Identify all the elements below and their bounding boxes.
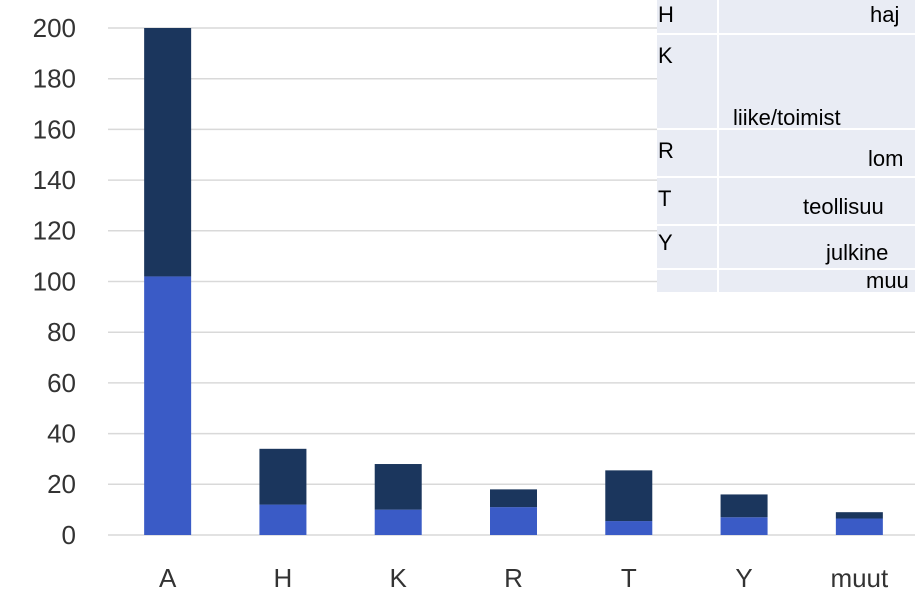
bar-segment	[835, 512, 883, 519]
bar-segment	[605, 470, 653, 522]
code-text: Y	[658, 230, 673, 255]
y-tick-label: 100	[33, 266, 76, 296]
description-text: teollisuu	[803, 194, 884, 219]
code-cell: K	[657, 35, 719, 128]
code-text: K	[658, 43, 673, 68]
y-tick-label: 20	[47, 469, 76, 499]
x-tick-label: T	[621, 563, 637, 593]
y-tick-label: 160	[33, 114, 76, 144]
bar-segment	[490, 507, 537, 535]
x-tick-label: muut	[830, 563, 889, 593]
y-tick-label: 0	[62, 520, 76, 550]
code-cell: T	[657, 178, 719, 224]
bar-segment	[374, 464, 422, 510]
y-tick-label: 40	[47, 418, 76, 448]
y-tick-label: 80	[47, 317, 76, 347]
bar-segment	[720, 517, 768, 535]
code-text: T	[658, 186, 672, 211]
bar-segment	[144, 28, 192, 277]
table-row: muu	[657, 270, 915, 292]
bar-segment	[605, 521, 653, 535]
y-tick-label: 180	[33, 64, 76, 94]
description-text: lom	[868, 146, 904, 171]
bar-segment	[259, 504, 307, 535]
y-tick-label: 120	[33, 216, 76, 246]
bar-segment	[720, 494, 768, 518]
y-tick-label: 60	[47, 368, 76, 398]
x-tick-label: K	[390, 563, 408, 593]
bar-segment	[490, 489, 537, 508]
code-text: H	[658, 2, 674, 27]
code-text: R	[658, 138, 674, 163]
x-tick-label: Y	[735, 563, 752, 593]
bar-segment	[144, 276, 192, 535]
x-tick-label: H	[274, 563, 293, 593]
y-tick-label: 140	[33, 165, 76, 195]
description-text: julkine	[826, 240, 889, 265]
x-tick-label: A	[159, 563, 177, 593]
description-text: haj	[870, 2, 900, 27]
bar-segment	[259, 448, 307, 505]
description-text: liike/toimist	[733, 105, 841, 130]
code-cell: Y	[657, 226, 719, 268]
code-cell: R	[657, 130, 719, 176]
bar-segment	[374, 509, 422, 535]
code-cell	[657, 270, 719, 292]
code-cell: H	[657, 0, 719, 33]
y-tick-label: 200	[33, 13, 76, 43]
x-tick-label: R	[504, 563, 523, 593]
description-text: muu	[866, 268, 909, 292]
bar-segment	[835, 518, 883, 535]
